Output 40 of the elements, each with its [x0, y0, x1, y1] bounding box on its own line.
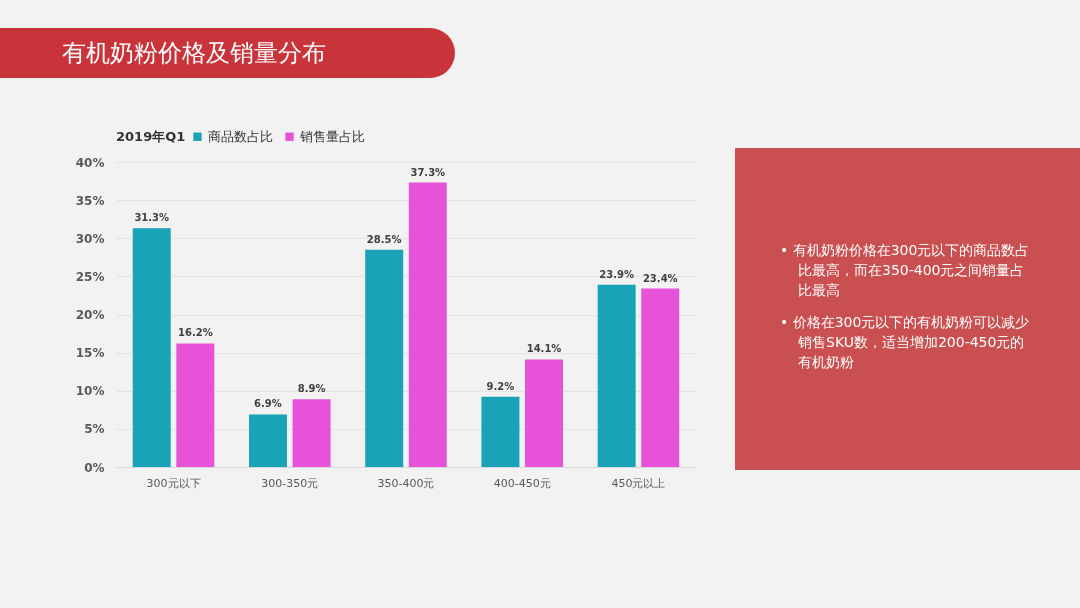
text: • 价格在300元以下的有机奶粉可以减少销售SKU数，适当增加200-450元的有机奶粉: [780, 313, 1031, 372]
text: • 有机奶粉价格在300元以下的商品数占比最高，而在350-400元之间销量占比最高: [780, 241, 1031, 300]
y-tick-label: 10%: [75, 384, 105, 399]
data-label: 9.2%: [486, 380, 515, 392]
y-tick-label: 5%: [84, 422, 105, 437]
legend-label: 商品数占比: [208, 128, 273, 144]
bar: [132, 228, 171, 467]
bar: [292, 399, 331, 467]
data-label: 37.3%: [410, 166, 446, 178]
y-tick-label: 25%: [75, 269, 105, 284]
x-tick-label: 350-400元: [377, 476, 435, 490]
bar: [525, 359, 564, 467]
data-label: 28.5%: [366, 233, 402, 245]
data-label: 14.1%: [526, 343, 562, 355]
data-label: 31.3%: [134, 212, 170, 224]
data-label: 16.2%: [177, 327, 213, 339]
bar: [597, 284, 636, 467]
y-tick-label: 20%: [75, 308, 105, 322]
data-label: 6.9%: [254, 398, 282, 410]
data-label: 23.9%: [599, 268, 635, 280]
legend-label: 销售量占比: [299, 128, 365, 144]
x-tick-label: 400-450元: [493, 476, 551, 490]
legend-title: 2019年Q1: [116, 129, 186, 144]
x-tick-label: 300元以下: [146, 476, 201, 490]
y-tick-label: 40%: [75, 155, 105, 170]
bar: [481, 396, 520, 467]
x-tick-label: 300-350元: [261, 476, 319, 490]
bar: [176, 343, 215, 467]
chart-title: 有机奶粉价格及销量分布: [0, 28, 455, 78]
y-tick-label: 15%: [75, 346, 105, 361]
y-tick-label: 30%: [75, 231, 105, 246]
bar: [248, 414, 287, 467]
data-label: 8.9%: [297, 383, 326, 395]
bar: [641, 288, 680, 467]
y-tick-label: 35%: [75, 193, 105, 208]
bar: [408, 182, 447, 467]
bar: [365, 249, 404, 467]
x-tick-label: 450元以上: [611, 476, 666, 490]
y-tick-label: 0%: [84, 460, 105, 475]
data-label: 23.4%: [642, 272, 678, 284]
